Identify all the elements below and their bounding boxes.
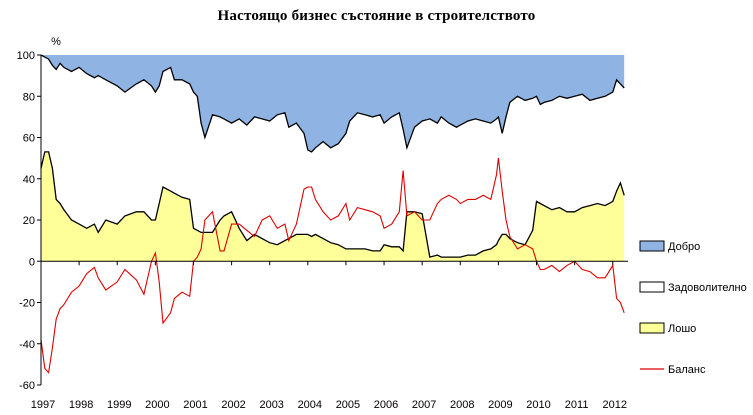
x-tick-label: 1998 — [69, 399, 93, 411]
legend-swatch-bad — [639, 322, 665, 334]
y-tick-label: -60 — [19, 380, 35, 392]
x-tick-label: 2006 — [374, 399, 398, 411]
x-tick-label: 2001 — [183, 399, 207, 411]
line-balance — [40, 158, 625, 374]
y-tick-label: 60 — [23, 133, 35, 145]
legend-label-satisfactory: Задоволително — [668, 282, 747, 294]
area-bad — [41, 151, 625, 262]
x-tick-label: 2005 — [336, 399, 360, 411]
x-tick-label: 2009 — [488, 399, 512, 411]
x-tick-label: 2011 — [565, 399, 589, 411]
area-good — [41, 55, 625, 152]
y-axis-label: % — [51, 36, 61, 48]
y-tick-label: -20 — [19, 298, 35, 310]
x-tick-label: 2003 — [259, 399, 283, 411]
legend: Добро Задоволително Лошо Баланс — [639, 240, 747, 376]
plot-area — [40, 54, 625, 374]
y-tick-label: 0 — [29, 256, 35, 268]
y-tick-label: 40 — [23, 174, 35, 186]
line-bad-boundary — [40, 151, 625, 258]
y-tick-label: -40 — [19, 339, 35, 351]
legend-label-bad: Лошо — [668, 323, 696, 335]
x-tick-label: 2010 — [526, 399, 550, 411]
legend-label-good: Добро — [668, 241, 700, 253]
area-satisfactory — [41, 55, 625, 258]
chart-title: Настоящо бизнес състояние в строителство… — [217, 8, 536, 24]
x-tick-label: 2012 — [603, 399, 627, 411]
x-tick-label: 2004 — [298, 399, 322, 411]
x-tick-label: 2008 — [450, 399, 474, 411]
y-tick-label: 20 — [23, 215, 35, 227]
y-tick-label: 80 — [23, 91, 35, 103]
x-tick-label: 1999 — [107, 399, 131, 411]
legend-swatch-satisfactory — [639, 281, 665, 293]
legend-swatch-good — [639, 240, 665, 252]
x-tick-label: 2002 — [221, 399, 245, 411]
axes: 100 80 60 40 20 0 -20 -40 -60% 1997 1998 1999 2000 20… — [17, 36, 628, 411]
x-tick-label: 1997 — [31, 399, 55, 411]
x-tick-label: 2007 — [412, 399, 436, 411]
x-tick-label: 2000 — [145, 399, 169, 411]
y-tick-label: 100 — [17, 50, 35, 62]
line-good-boundary — [40, 54, 625, 153]
legend-label-balance: Баланс — [668, 364, 706, 376]
